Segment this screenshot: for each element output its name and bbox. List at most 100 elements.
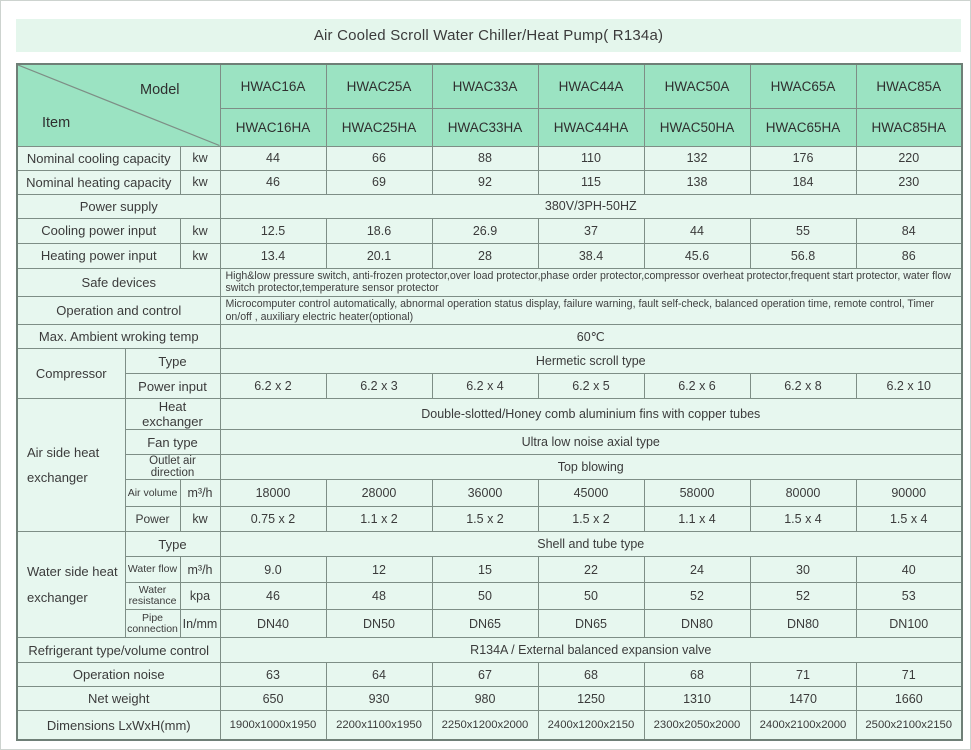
value-cell: 1470	[749, 686, 857, 712]
group-label: Air side heat exchanger	[16, 398, 126, 533]
row-label: Operation noise	[16, 662, 221, 688]
unit-cell: kw	[179, 145, 221, 171]
value-cell: 58000	[643, 479, 751, 508]
table-row: Outlet air direction Top blowing	[17, 454, 963, 481]
row-label: Type	[124, 348, 221, 375]
value-cell: 71	[749, 662, 857, 688]
value-cell: 86	[855, 242, 963, 269]
value-cell: 184	[749, 169, 857, 195]
model-column-header: HWAC25HA	[325, 107, 433, 147]
row-label: Air volume	[124, 479, 181, 508]
value-cell: DN65	[537, 609, 645, 639]
value-cell: 6.2 x 6	[643, 373, 751, 400]
table-row: Power input 6.2 x 2 6.2 x 3 6.2 x 4 6.2 …	[17, 373, 963, 400]
row-label: Water flow	[124, 556, 181, 584]
value-cell: 230	[855, 169, 963, 195]
model-item-header-cell: Model Item	[16, 63, 221, 147]
value-cell: 71	[855, 662, 963, 688]
value-cell: 12.5	[219, 217, 327, 244]
value-cell: 92	[431, 169, 539, 195]
table-row: Operation and control Microcomputer cont…	[16, 295, 963, 326]
value-cell: 380V/3PH-50HZ	[219, 193, 963, 219]
value-cell: 28000	[325, 479, 433, 508]
value-cell: 38.4	[537, 242, 645, 269]
table-row: Water resistance kpa 46 48 50 50 52 52 5…	[17, 582, 963, 611]
value-cell: 48	[325, 582, 433, 611]
table-row: Cooling power input kw 12.5 18.6 26.9 37…	[16, 217, 963, 244]
row-label: Power supply	[16, 193, 221, 219]
value-cell: 2400x2100x2000	[749, 710, 857, 741]
row-label: Nominal heating capacity	[16, 169, 181, 195]
table-row: Power kw 0.75 x 2 1.1 x 2 1.5 x 2 1.5 x …	[17, 506, 963, 533]
unit-cell: kpa	[179, 582, 221, 611]
table-row: Air side heat exchanger Heat exchanger D…	[16, 398, 963, 533]
value-cell: 18000	[219, 479, 327, 508]
value-cell: R134A / External balanced expansion valv…	[219, 637, 963, 664]
value-cell: DN65	[431, 609, 539, 639]
value-cell: 110	[537, 145, 645, 171]
model-column-header: HWAC33HA	[431, 107, 539, 147]
unit-cell: kw	[179, 169, 221, 195]
value-cell: 1310	[643, 686, 751, 712]
value-cell: 2300x2050x2000	[643, 710, 751, 741]
value-cell: 115	[537, 169, 645, 195]
value-cell: 6.2 x 10	[855, 373, 963, 400]
item-header-label: Item	[42, 114, 71, 131]
value-cell: 52	[749, 582, 857, 611]
value-cell: 6.2 x 5	[537, 373, 645, 400]
value-cell: 220	[855, 145, 963, 171]
row-label: Dimensions LxWxH(mm)	[16, 710, 221, 741]
value-cell: 2200x1100x1950	[325, 710, 433, 741]
value-cell: 44	[643, 217, 751, 244]
value-cell: 84	[855, 217, 963, 244]
value-cell: 37	[537, 217, 645, 244]
value-cell: 930	[325, 686, 433, 712]
value-cell: DN40	[219, 609, 327, 639]
row-label: Cooling power input	[16, 217, 181, 244]
model-column-header: HWAC65A	[749, 63, 857, 109]
table-row: Net weight 650 930 980 1250 1310 1470 16…	[16, 686, 963, 712]
value-cell: DN80	[749, 609, 857, 639]
table-row: Refrigerant type/volume control R134A / …	[16, 637, 963, 664]
unit-cell: kw	[179, 506, 221, 533]
value-cell: 6.2 x 2	[219, 373, 327, 400]
table-row: Nominal cooling capacity kw 44 66 88 110…	[16, 145, 963, 171]
row-label: Refrigerant type/volume control	[16, 637, 221, 664]
value-cell: 52	[643, 582, 751, 611]
value-cell: 64	[325, 662, 433, 688]
table-row: Fan type Ultra low noise axial type	[17, 429, 963, 456]
diagonal-divider	[18, 65, 220, 146]
value-cell: 176	[749, 145, 857, 171]
value-cell: 6.2 x 3	[325, 373, 433, 400]
unit-cell: In/mm	[179, 609, 221, 639]
model-column-header: HWAC44HA	[537, 107, 645, 147]
value-cell: 13.4	[219, 242, 327, 269]
row-label: Heating power input	[16, 242, 181, 269]
value-cell: 9.0	[219, 556, 327, 584]
value-cell: Ultra low noise axial type	[219, 429, 963, 456]
value-cell: 0.75 x 2	[219, 506, 327, 533]
table-row: Operation noise 63 64 67 68 68 71 71	[16, 662, 963, 688]
row-label: Safe devices	[16, 267, 221, 297]
value-cell: 1.5 x 4	[749, 506, 857, 533]
group-label: Water side heat exchanger	[16, 531, 126, 639]
value-cell: 1900x1000x1950	[219, 710, 327, 741]
value-cell: 90000	[855, 479, 963, 508]
value-cell: 44	[219, 145, 327, 171]
value-cell: Hermetic scroll type	[219, 348, 963, 375]
value-cell: 45000	[537, 479, 645, 508]
value-cell: DN50	[325, 609, 433, 639]
value-cell: 40	[855, 556, 963, 584]
model-column-header: HWAC85HA	[855, 107, 963, 147]
table-row: Water flow m³/h 9.0 12 15 22 24 30 40	[17, 556, 963, 584]
row-label: Power input	[124, 373, 221, 400]
spec-table: Model Item HWAC16A HWAC25A HWAC33A HWAC4…	[16, 63, 963, 741]
value-cell: 1.5 x 4	[855, 506, 963, 533]
page-title: Air Cooled Scroll Water Chiller/Heat Pum…	[16, 19, 961, 52]
value-cell: 67	[431, 662, 539, 688]
value-cell: 1250	[537, 686, 645, 712]
value-cell: 46	[219, 169, 327, 195]
value-cell: 80000	[749, 479, 857, 508]
row-label: Power	[124, 506, 181, 533]
value-cell: 50	[431, 582, 539, 611]
